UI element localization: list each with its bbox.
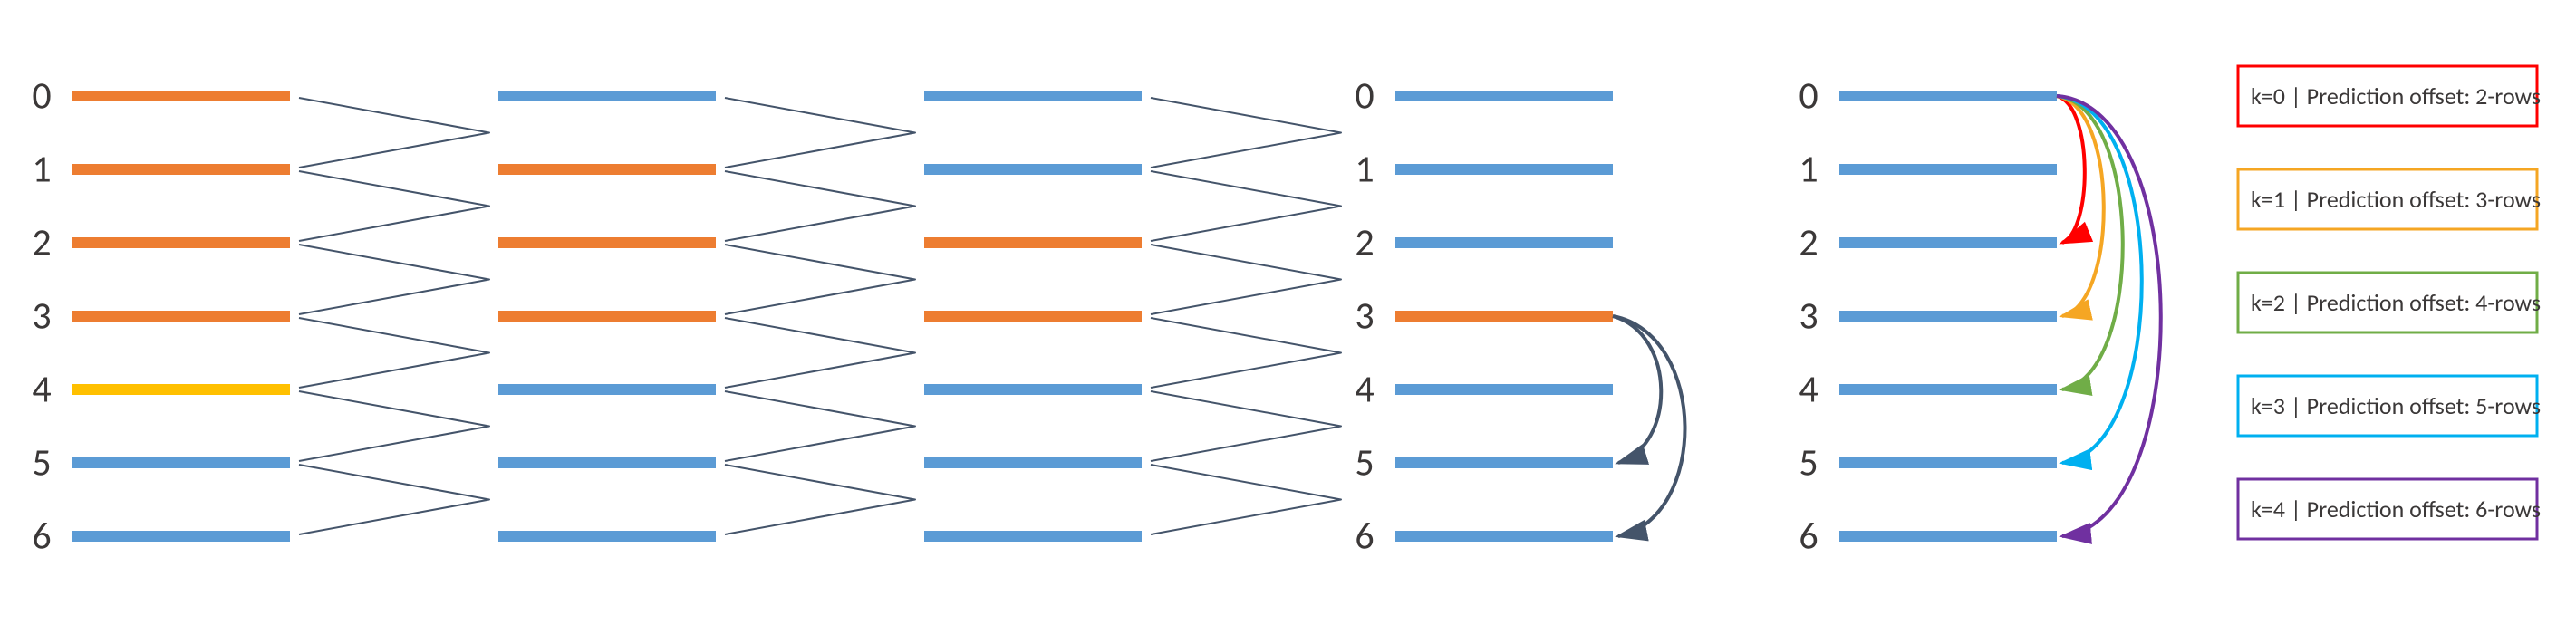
bar-col1-row3 [498,311,716,322]
right-bar-row1 [1839,164,2057,175]
bar-col0-row5 [72,457,290,468]
fanout-arrow-k4 [2057,96,2161,536]
diagram-canvas: 0 1 2 3 4 5 6 0 1 2 3 4 5 6 0 1 2 3 4 5 6 k=0 | Prediction of… [0,0,2576,625]
mixer-0-tri-2 [299,245,489,314]
bar-col3-row0 [1395,91,1613,101]
row-label-col0-row6: 6 [32,514,51,560]
row-label-col3-row1: 1 [1355,147,1374,193]
row-label-col0-row5: 5 [32,440,51,486]
right-row-label-4: 4 [1799,367,1818,413]
bar-col3-row6 [1395,531,1613,542]
mixer-1-tri-0 [725,98,915,168]
legend-text-k1: k=1 | Prediction offset: 3-rows [2251,185,2541,214]
row-label-col0-row3: 3 [32,293,51,340]
bar-col2-row5 [924,457,1142,468]
right-bar-row4 [1839,384,2057,395]
row-label-col3-row3: 3 [1355,293,1374,340]
right-bar-row6 [1839,531,2057,542]
fanout-arrow-k3 [2057,96,2142,463]
row-label-col3-row5: 5 [1355,440,1374,486]
bar-col2-row0 [924,91,1142,101]
bar-col0-row6 [72,531,290,542]
row-label-col0-row4: 4 [32,367,51,413]
bar-col2-row4 [924,384,1142,395]
mixer-1-tri-3 [725,318,915,388]
bar-col0-row1 [72,164,290,175]
row-label-col3-row2: 2 [1355,220,1374,266]
bar-col3-row3 [1395,311,1613,322]
bar-col3-row1 [1395,164,1613,175]
right-bar-row5 [1839,457,2057,468]
right-row-label-5: 5 [1799,440,1818,486]
bar-col0-row2 [72,237,290,248]
mixer-2-tri-3 [1151,318,1341,388]
row-label-col3-row6: 6 [1355,514,1374,560]
mixer-1-tri-1 [725,171,915,241]
mixer-0-tri-5 [299,465,489,534]
bar-col0-row0 [72,91,290,101]
bar-col1-row4 [498,384,716,395]
mixer-0-tri-1 [299,171,489,241]
right-row-label-2: 2 [1799,220,1818,266]
bar-col3-row2 [1395,237,1613,248]
mixer-0-tri-4 [299,391,489,461]
bar-col0-row4 [72,384,290,395]
mixer-2-tri-4 [1151,391,1341,461]
mixer-2-tri-0 [1151,98,1341,168]
mixer-2-tri-5 [1151,465,1341,534]
col3-skip-arrow-1 [1613,316,1685,536]
mixer-1-tri-2 [725,245,915,314]
bar-col1-row6 [498,531,716,542]
legend-text-k2: k=2 | Prediction offset: 4-rows [2251,288,2541,317]
mixer-1-tri-5 [725,465,915,534]
bar-col1-row5 [498,457,716,468]
bar-col3-row5 [1395,457,1613,468]
mixer-0-tri-3 [299,318,489,388]
bar-col3-row4 [1395,384,1613,395]
bar-col2-row2 [924,237,1142,248]
row-label-col0-row1: 1 [32,147,51,193]
right-row-label-6: 6 [1799,514,1818,560]
bar-col2-row3 [924,311,1142,322]
bar-col0-row3 [72,311,290,322]
bar-col2-row1 [924,164,1142,175]
bar-col2-row6 [924,531,1142,542]
legend-text-k3: k=3 | Prediction offset: 5-rows [2251,391,2541,420]
right-row-label-0: 0 [1799,73,1818,120]
right-bar-row2 [1839,237,2057,248]
row-label-col0-row0: 0 [32,73,51,120]
mixer-2-tri-2 [1151,245,1341,314]
right-bar-row3 [1839,311,2057,322]
row-label-col3-row4: 4 [1355,367,1374,413]
legend-text-k4: k=4 | Prediction offset: 6-rows [2251,495,2541,524]
right-row-label-1: 1 [1799,147,1818,193]
right-bar-row0 [1839,91,2057,101]
bar-col1-row0 [498,91,716,101]
mixer-1-tri-4 [725,391,915,461]
row-label-col0-row2: 2 [32,220,51,266]
row-label-col3-row0: 0 [1355,73,1374,120]
mixer-2-tri-1 [1151,171,1341,241]
legend-text-k0: k=0 | Prediction offset: 2-rows [2251,82,2541,111]
fanout-arrow-k0 [2057,96,2085,243]
right-row-label-3: 3 [1799,293,1818,340]
bar-col1-row2 [498,237,716,248]
mixer-0-tri-0 [299,98,489,168]
bar-col1-row1 [498,164,716,175]
